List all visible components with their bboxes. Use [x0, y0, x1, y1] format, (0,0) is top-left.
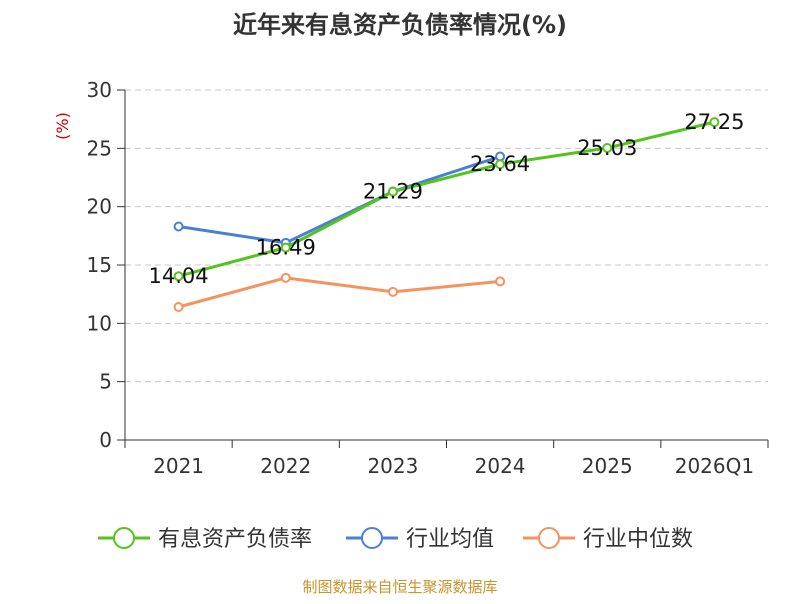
legend-marker	[113, 527, 135, 549]
y-tick-label: 20	[87, 195, 112, 219]
legend-label: 行业均值	[406, 527, 494, 552]
data-point	[602, 142, 613, 153]
x-tick-label: 2021	[153, 454, 204, 478]
data-label: 21.29	[363, 180, 423, 204]
y-tick-label: 15	[87, 253, 112, 277]
legend: 有息资产负债率 行业均值 行业中位数	[98, 527, 693, 552]
y-tick-label: 30	[87, 78, 112, 102]
data-label: 23.64	[470, 152, 530, 176]
data-point	[173, 302, 184, 312]
x-tick-label: 2024	[475, 454, 526, 478]
y-tick-label: 5	[99, 370, 112, 394]
data-label: 27.25	[684, 110, 744, 134]
legend-marker	[538, 527, 560, 549]
data-point	[387, 286, 398, 297]
x-tick-label: 2026Q1	[675, 454, 754, 478]
data-point	[280, 242, 291, 253]
series-line	[178, 276, 501, 309]
x-tick-label: 2025	[582, 454, 633, 478]
y-tick-label: 25	[87, 136, 112, 160]
x-tick-label: 2023	[367, 454, 418, 478]
data-label: 25.03	[577, 136, 637, 160]
y-tick-label: 0	[99, 428, 112, 452]
legend-marker	[361, 527, 383, 549]
y-tick-label: 10	[87, 311, 112, 335]
series-line	[178, 155, 501, 245]
data-point	[173, 221, 184, 232]
data-label: 14.04	[149, 264, 209, 288]
source-note: 制图数据来自恒生聚源数据库	[302, 578, 497, 596]
series-line	[178, 120, 715, 278]
x-tick-label: 2022	[260, 454, 311, 478]
grid-lines	[125, 89, 768, 383]
legend-label: 有息资产负债率	[158, 527, 312, 552]
chart-title: 近年来有息资产负债率情况(%)	[233, 11, 567, 39]
data-point	[387, 186, 398, 197]
data-point	[495, 159, 506, 170]
series-lines	[173, 117, 720, 312]
data-label: 16.49	[256, 236, 316, 260]
data-labels: 14.04 16.49 21.29 23.64 25.03 27.25	[149, 110, 745, 288]
data-point	[280, 272, 291, 283]
data-point	[495, 276, 506, 287]
y-axis-label: (%)	[53, 112, 72, 140]
data-point	[173, 271, 184, 282]
data-point	[709, 117, 720, 128]
legend-label: 行业中位数	[583, 527, 693, 552]
